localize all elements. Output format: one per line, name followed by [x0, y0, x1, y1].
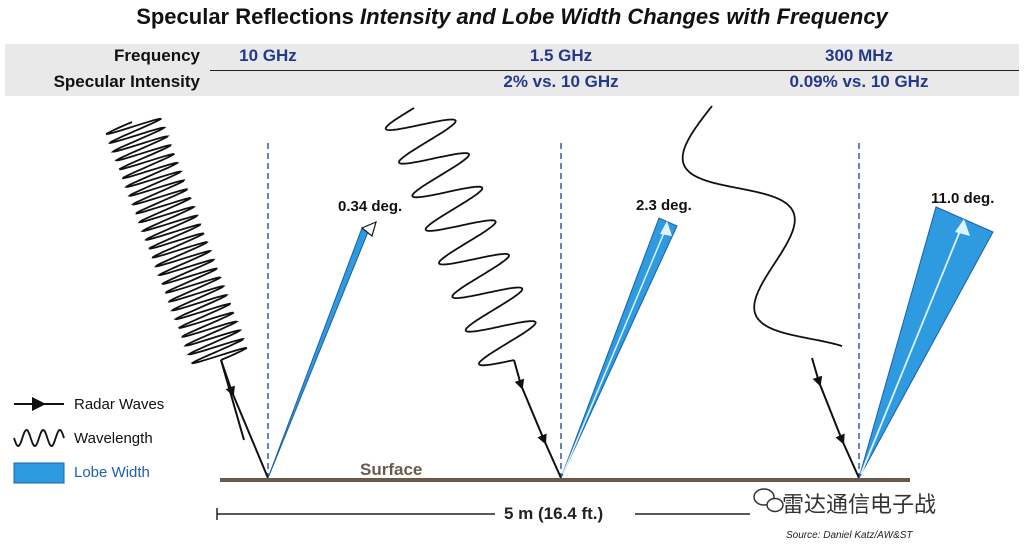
- surface-label: Surface: [360, 460, 423, 479]
- incident-ray-300mhz: [811, 357, 860, 479]
- lobe-angle-10ghz: 0.34 deg.: [338, 198, 403, 215]
- lobe-angle-1-5ghz: 2.3 deg.: [636, 197, 692, 214]
- frequency-1-5ghz: 1.5 GHz: [529, 46, 593, 65]
- intensity-300mhz: 0.09% vs. 10 GHz: [789, 72, 929, 91]
- wechat-icon: [753, 488, 784, 513]
- lobe-axis-head-1-5ghz: [660, 221, 672, 236]
- lobe-arrowhead-10ghz: [360, 220, 377, 238]
- incident-ray-10ghz-path: [220, 359, 269, 479]
- lobe-10ghz: [267, 227, 369, 479]
- lobe-swatch-icon: [13, 462, 65, 484]
- incident-wave-1-5ghz: [384, 107, 537, 367]
- lobe-axis-1-5ghz: [562, 227, 667, 475]
- legend-radar-waves: Radar Waves: [74, 396, 165, 413]
- lobe-angle-300mhz: 11.0 deg.: [931, 190, 995, 207]
- frequency-row-label: Frequency: [114, 46, 200, 65]
- incident-wave-300mhz: [681, 105, 843, 347]
- lobe-300mhz: [858, 206, 994, 479]
- diagram-title: Specular Reflections Intensity and Lobe …: [0, 4, 1024, 30]
- incident-wave-10ghz: [105, 117, 248, 365]
- arrow-icon: [14, 397, 64, 411]
- watermark-text: 雷达通信电子战: [782, 492, 937, 517]
- legend-wavelength: Wavelength: [74, 430, 153, 447]
- intensity-1-5ghz: 2% vs. 10 GHz: [503, 72, 619, 91]
- span-label: 5 m (16.4 ft.): [504, 504, 604, 523]
- lobe-axis-head-300mhz: [955, 219, 970, 236]
- lobe-axis-300mhz: [860, 225, 963, 475]
- title-main: Specular Reflections: [136, 4, 354, 29]
- lobe-1-5ghz: [560, 217, 678, 479]
- legend-lobe-width: Lobe Width: [74, 464, 150, 481]
- source-credit: Source: Daniel Katz/AW&ST: [786, 530, 913, 541]
- intensity-row-label: Specular Intensity: [53, 72, 200, 91]
- incident-ray-1-5ghz: [513, 359, 562, 479]
- header-divider: [210, 70, 1019, 71]
- frequency-300mhz: 300 MHz: [824, 46, 894, 65]
- title-subtitle: Intensity and Lobe Width Changes with Fr…: [359, 4, 888, 29]
- wave-icon: [13, 429, 65, 447]
- frequency-10ghz: 10 GHz: [239, 46, 297, 65]
